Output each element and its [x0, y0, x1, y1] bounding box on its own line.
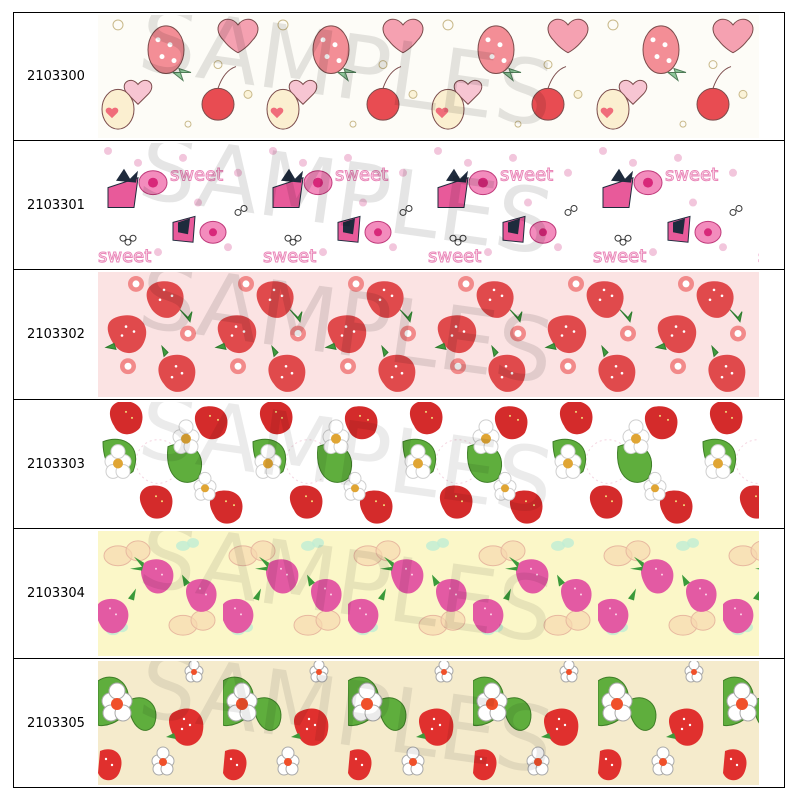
ribbon-swatch-2103301[interactable]: sweet sweet SAMPLES: [98, 143, 759, 267]
product-row: 2103302 SAMPL: [14, 270, 784, 400]
product-code: 2103304: [27, 586, 85, 601]
product-row: 2103304 SAMPL: [14, 529, 784, 659]
product-table: 2103300: [13, 12, 785, 788]
product-code: 2103302: [27, 327, 85, 342]
strawberry-white-flower-pattern-image: [98, 661, 759, 785]
ribbon-swatch-2103300[interactable]: SAMPLES: [98, 15, 759, 138]
product-code: 2103305: [27, 715, 85, 731]
product-code: 2103303: [27, 456, 85, 472]
product-code: 2103301: [27, 197, 85, 213]
strawberry-blossom-pattern-image: [98, 402, 759, 526]
ribbon-swatch-2103302[interactable]: SAMPLES: [98, 272, 759, 397]
product-row: 2103300: [14, 13, 784, 141]
ribbon-swatch-2103303[interactable]: SAMPLES: [98, 402, 759, 526]
sweet-strawberry-pattern-image: sweet sweet: [98, 143, 759, 267]
pink-strawberry-butterfly-pattern-image: [98, 531, 759, 656]
red-strawberry-pattern-image: [98, 272, 759, 397]
product-row: 2103305: [14, 659, 784, 787]
product-row: 2103303: [14, 400, 784, 529]
strawberry-candy-pattern-image: [98, 15, 759, 138]
product-code: 2103300: [27, 69, 85, 84]
ribbon-swatch-2103304[interactable]: SAMPLES: [98, 531, 759, 656]
product-row: 2103301 sweet: [14, 141, 784, 270]
ribbon-swatch-2103305[interactable]: SAMPLES: [98, 661, 759, 785]
